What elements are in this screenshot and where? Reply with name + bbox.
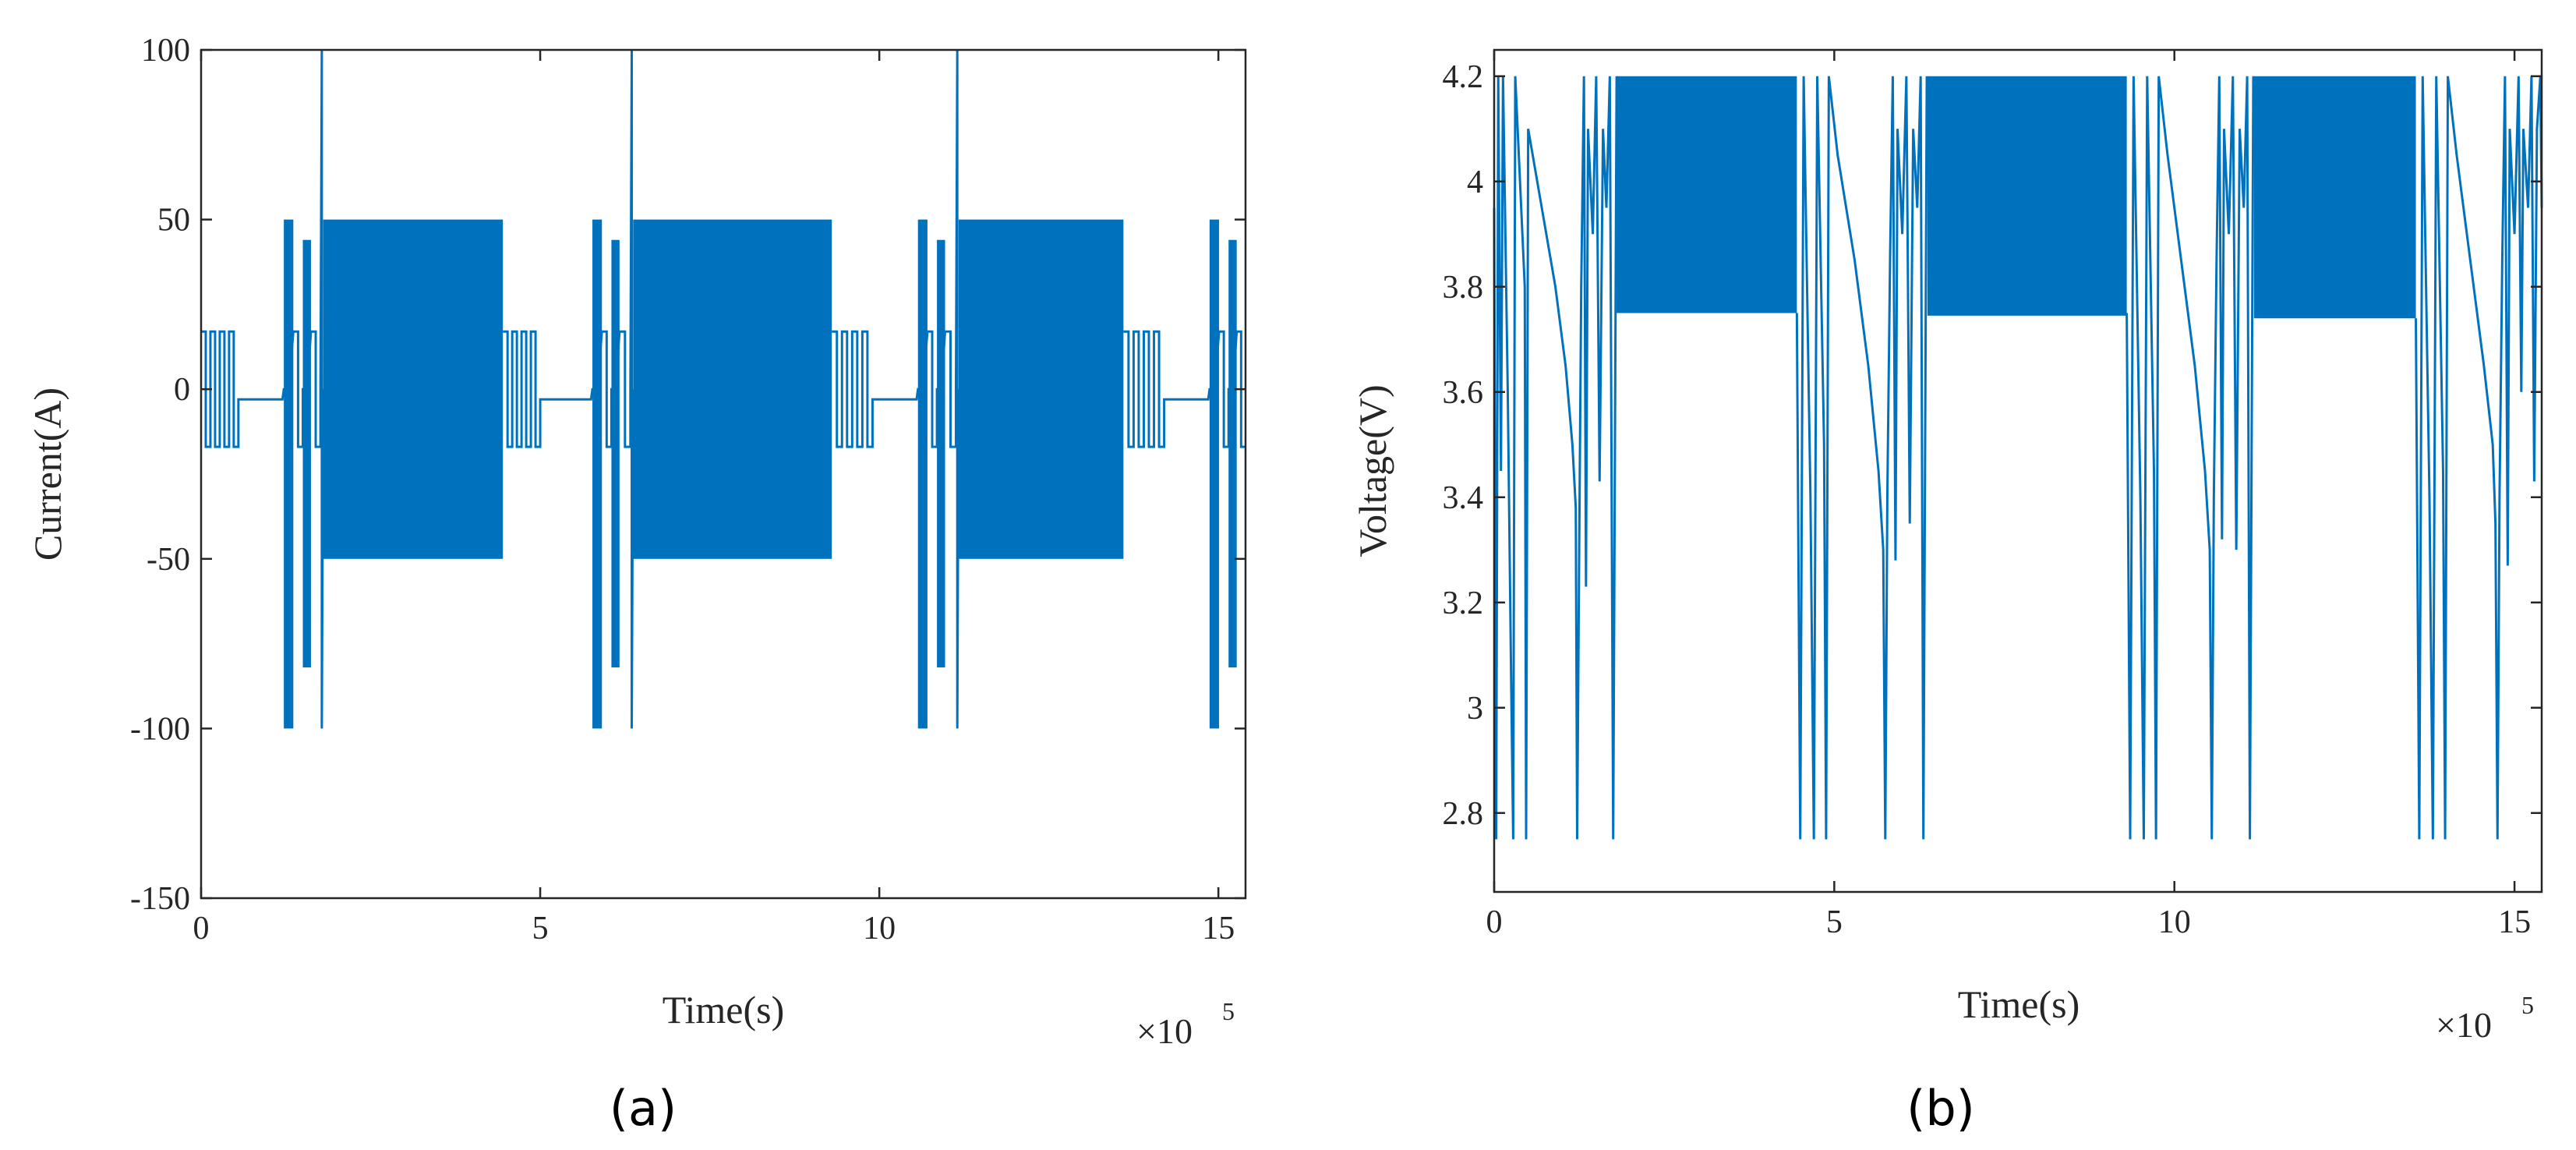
plot-b-xtick-label: 5 — [1826, 904, 1843, 940]
plot-a-data — [201, 49, 1246, 729]
plot-b-data — [1493, 76, 2543, 840]
plot-a-current-cycle-2-block — [633, 219, 832, 559]
plot-a-current-cycle-4-pulse — [1209, 219, 1220, 729]
plot-b-voltage-block — [1927, 76, 2127, 316]
plot-b-xtick-label: 0 — [1486, 904, 1503, 940]
plot-a-current-cycle-2-pulse — [611, 239, 620, 668]
plot-a-current-cycle-3-line — [832, 49, 960, 729]
plot-a-ytick-label: 100 — [141, 33, 190, 69]
plot-a-x-exponent-power: 5 — [1222, 997, 1235, 1025]
panel-a: 0 5 10 15 -150 -100 -50 0 50 100 Current(A) Time(… — [0, 0, 1286, 1150]
plot-a-ylabel: Current(A) — [26, 387, 69, 561]
plot-b-ytick-label: 3.4 — [1443, 480, 1484, 516]
plot-b-voltage-block — [1617, 76, 1797, 313]
plot-a-current-cycle-1-pulse — [302, 239, 311, 668]
plot-b-voltage-cycle-4-line — [2415, 76, 2543, 840]
plot-b-ytick-label: 4.2 — [1443, 59, 1484, 95]
plot-a-xtick-label: 10 — [863, 911, 896, 947]
plot-b-ytick-label: 3.2 — [1443, 586, 1484, 621]
plot-b-ytick-label: 3.8 — [1443, 270, 1484, 306]
plot-b-voltage-cycle-3-line — [2125, 76, 2255, 840]
plot-a-ticks: 0 5 10 15 -150 -100 -50 0 50 100 — [130, 33, 1246, 947]
plot-b-voltage-cycle-1-line — [1493, 76, 1618, 840]
plot-a-xtick-label: 15 — [1202, 911, 1235, 947]
plot-a-ytick-label: 0 — [174, 372, 190, 408]
plot-b-ytick-label: 3 — [1467, 691, 1483, 727]
plot-a-xtick-label: 0 — [193, 911, 210, 947]
plot-a-current-cycle-1-block — [323, 219, 504, 559]
panel-b: 0 5 10 15 2.8 3 3.2 3.4 3.6 3.8 4 4.2 Voltage(V) Ti… — [1351, 48, 2543, 1137]
plot-a-frame — [200, 48, 1247, 900]
caption-b: (b) — [1906, 1080, 1975, 1137]
plot-a-current-cycle-4-pulse — [1228, 239, 1237, 668]
plot-b-voltage-cycle-2-line — [1795, 76, 1928, 840]
plot-b-xtick-label: 15 — [2498, 904, 2531, 940]
plot-a-xtick-label: 5 — [532, 911, 549, 947]
plot-a-current-cycle-2-line — [503, 49, 634, 729]
plot-a-xlabel: Time(s) — [663, 988, 785, 1031]
plot-a-ytick-label: -100 — [130, 711, 190, 747]
plot-b-ytick-label: 3.6 — [1443, 375, 1484, 411]
plot-a-ytick-label: 50 — [157, 203, 190, 239]
plot-a-current-cycle-1-line — [201, 49, 325, 729]
plot-b-xlabel: Time(s) — [1958, 982, 2080, 1026]
plot-b-ticks: 0 5 10 15 2.8 3 3.2 3.4 3.6 3.8 4 4.2 — [1443, 50, 2542, 940]
plot-b-x-exponent-base: ×10 — [2436, 1005, 2492, 1045]
plot-b-xtick-label: 10 — [2158, 904, 2191, 940]
plot-b-voltage-block — [2253, 76, 2416, 319]
panel-a-background — [0, 0, 1286, 1150]
plot-a-current-cycle-2-pulse — [592, 219, 602, 729]
plot-a-current-cycle-3-pulse — [917, 219, 928, 729]
plot-b-ytick-label: 4 — [1467, 165, 1483, 200]
plot-b-ytick-label: 2.8 — [1443, 796, 1484, 832]
plot-b-x-exponent-power: 5 — [2521, 991, 2534, 1019]
plot-a-current-cycle-1-pulse — [284, 219, 294, 729]
plot-a-x-exponent-base: ×10 — [1136, 1011, 1193, 1051]
plot-a-current-cycle-3-block — [958, 219, 1124, 559]
plot-b-frame — [1493, 48, 2543, 893]
plot-b-ylabel: Voltage(V) — [1351, 384, 1394, 557]
plot-a-ytick-label: -150 — [130, 881, 190, 917]
plot-a-ytick-label: -50 — [147, 542, 190, 578]
plot-a-current-cycle-3-pulse — [937, 239, 945, 668]
caption-a: (a) — [610, 1080, 677, 1137]
